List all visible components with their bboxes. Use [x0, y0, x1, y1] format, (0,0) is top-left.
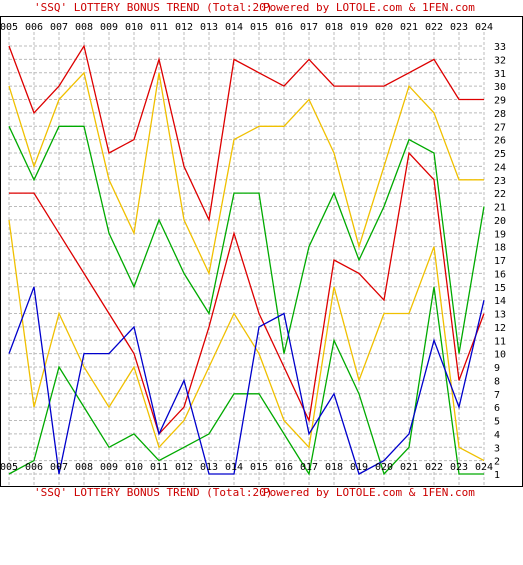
- x-tick-label-bottom: 008: [75, 462, 93, 473]
- y-tick-label: 10: [494, 350, 506, 361]
- x-tick-label-top: 008: [75, 22, 93, 33]
- y-tick-label: 6: [494, 403, 500, 414]
- y-tick-label: 25: [494, 149, 506, 160]
- y-tick-label: 16: [494, 269, 506, 280]
- x-tick-label-top: 022: [425, 22, 443, 33]
- y-tick-label: 14: [494, 296, 506, 307]
- y-tick-label: 13: [494, 310, 506, 321]
- y-tick-label: 8: [494, 376, 500, 387]
- plot-frame: [0, 16, 523, 487]
- x-tick-label-bottom: 024: [475, 462, 493, 473]
- y-tick-label: 4: [494, 430, 500, 441]
- series-line-3: [8, 125, 485, 354]
- y-tick-label: 30: [494, 82, 506, 93]
- y-tick-label: 32: [494, 55, 506, 66]
- series-line-7: [8, 286, 485, 475]
- x-tick-label-bottom: 019: [350, 462, 368, 473]
- y-tick-label: 31: [494, 69, 506, 80]
- y-tick-label: 2: [494, 457, 500, 468]
- y-tick-label: 15: [494, 283, 506, 294]
- y-tick-labels: 1234567891011121314151617181920212223242…: [494, 42, 506, 481]
- x-tick-label-bottom: 017: [300, 462, 318, 473]
- x-tick-labels-top: 005 006 007 008 009 010 011 012 013 014 015 016 017 0…: [0, 22, 493, 33]
- series-line-5: [8, 219, 485, 462]
- x-tick-label-top: 020: [375, 22, 393, 33]
- series-line-1: [8, 44, 484, 223]
- x-tick-label-bottom: 021: [400, 462, 418, 473]
- y-tick-label: 27: [494, 122, 506, 133]
- chart-series-layer: [8, 44, 485, 476]
- y-tick-label: 9: [494, 363, 500, 374]
- chart-header-powered-by: Powered by LOTOLE.com & 1FEN.com: [263, 1, 475, 14]
- x-tick-label-top: 014: [225, 22, 243, 33]
- x-tick-label-top: 011: [150, 22, 168, 33]
- x-tick-label-bottom: 022: [425, 462, 443, 473]
- x-tick-label-top: 016: [275, 22, 293, 33]
- chart-header-title: 'SSQ' LOTTERY BONUS TREND (Total:20): [34, 1, 272, 14]
- x-tick-label-bottom: 005: [0, 462, 18, 473]
- x-tick-label-top: 006: [25, 22, 43, 33]
- x-tick-label-top: 015: [250, 22, 268, 33]
- y-tick-label: 29: [494, 96, 506, 107]
- x-tick-label-top: 017: [300, 22, 318, 33]
- chart-grid: [0, 16, 523, 487]
- x-tick-label-bottom: 013: [200, 462, 218, 473]
- x-tick-label-top: 018: [325, 22, 343, 33]
- series-line-2: [8, 71, 484, 276]
- y-tick-label: 21: [494, 203, 506, 214]
- x-tick-label-bottom: 010: [125, 462, 143, 473]
- y-tick-label: 20: [494, 216, 506, 227]
- x-tick-label-bottom: 020: [375, 462, 393, 473]
- x-tick-label-bottom: 014: [225, 462, 243, 473]
- x-tick-label-top: 007: [50, 22, 68, 33]
- y-tick-label: 18: [494, 243, 506, 254]
- y-tick-label: 28: [494, 109, 506, 120]
- x-tick-label-bottom: 007: [50, 462, 68, 473]
- x-tick-label-bottom: 018: [325, 462, 343, 473]
- chart-footer-powered-by: Powered by LOTOLE.com & 1FEN.com: [263, 486, 475, 499]
- x-tick-label-top: 024: [475, 22, 493, 33]
- x-tick-label-top: 009: [100, 22, 118, 33]
- y-tick-label: 5: [494, 417, 500, 428]
- y-tick-label: 11: [494, 336, 506, 347]
- y-tick-label: 7: [494, 390, 500, 401]
- x-tick-label-bottom: 012: [175, 462, 193, 473]
- x-tick-label-bottom: 023: [450, 462, 468, 473]
- x-tick-label-bottom: 011: [150, 462, 168, 473]
- series-line-6: [8, 286, 484, 476]
- x-tick-label-top: 023: [450, 22, 468, 33]
- x-tick-label-top: 021: [400, 22, 418, 33]
- x-tick-label-bottom: 016: [275, 462, 293, 473]
- x-tick-label-bottom: 006: [25, 462, 43, 473]
- x-tick-label-top: 005: [0, 22, 18, 33]
- x-tick-labels-bottom: 005 006 007 008 009 010 011 012 013 014 015 016 017 0…: [0, 462, 493, 473]
- y-tick-label: 19: [494, 229, 506, 240]
- x-tick-label-top: 010: [125, 22, 143, 33]
- y-tick-label: 17: [494, 256, 506, 267]
- y-tick-label: 12: [494, 323, 506, 334]
- x-tick-label-bottom: 015: [250, 462, 268, 473]
- y-tick-label: 3: [494, 443, 500, 454]
- x-tick-label-top: 012: [175, 22, 193, 33]
- x-tick-label-bottom: 009: [100, 462, 118, 473]
- y-tick-label: 1: [494, 470, 500, 481]
- chart-footer-title: 'SSQ' LOTTERY BONUS TREND (Total:20): [34, 486, 272, 499]
- y-tick-label: 26: [494, 136, 506, 147]
- y-tick-label: 33: [494, 42, 506, 53]
- series-line-4: [9, 151, 485, 436]
- y-tick-label: 24: [494, 162, 506, 173]
- x-tick-label-top: 019: [350, 22, 368, 33]
- x-tick-label-top: 013: [200, 22, 218, 33]
- y-tick-label: 22: [494, 189, 506, 200]
- y-tick-label: 23: [494, 176, 506, 187]
